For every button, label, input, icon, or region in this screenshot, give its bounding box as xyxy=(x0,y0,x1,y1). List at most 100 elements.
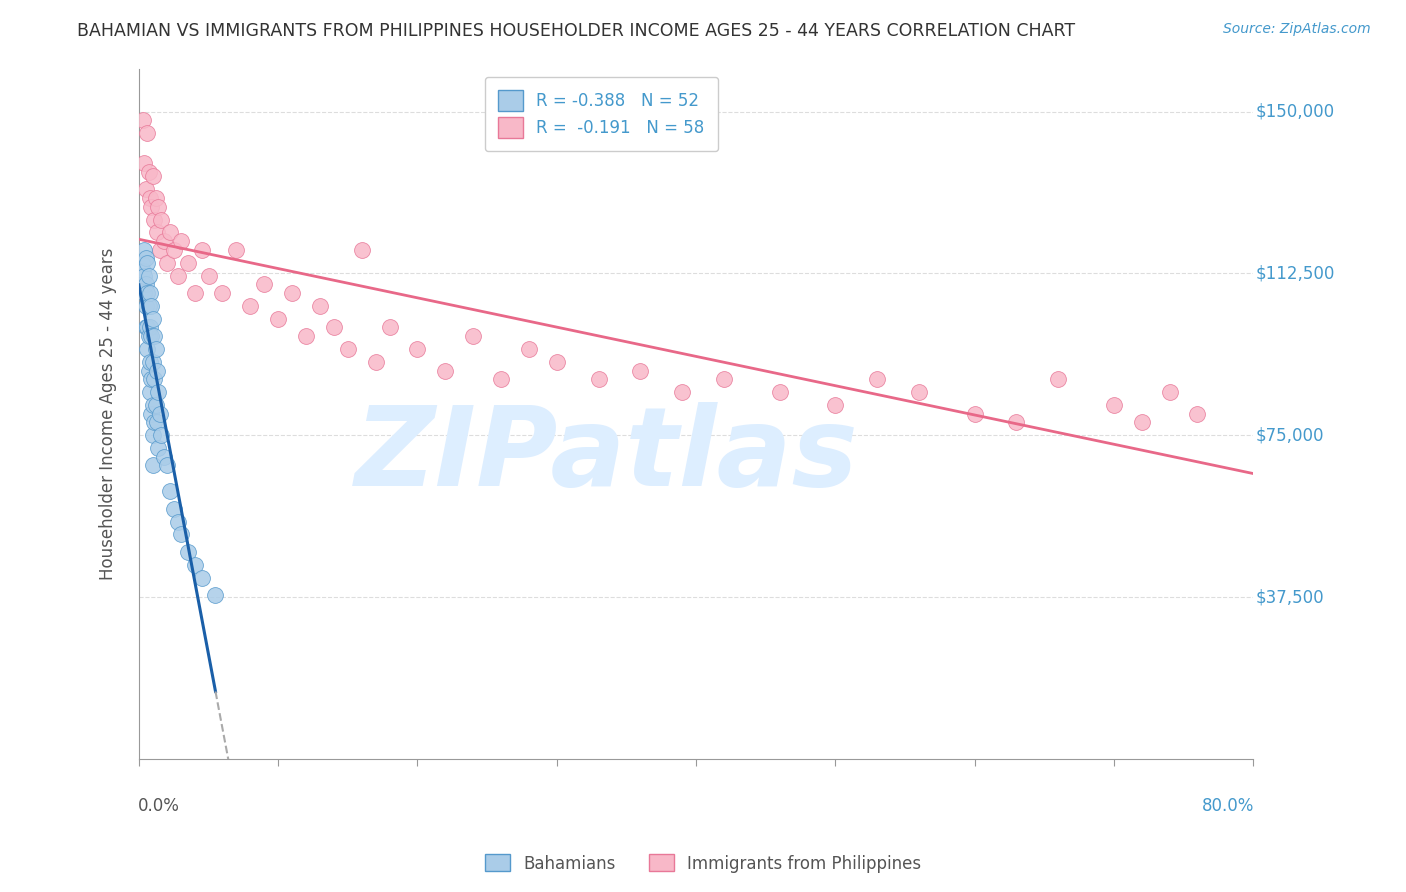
Text: Source: ZipAtlas.com: Source: ZipAtlas.com xyxy=(1223,22,1371,37)
Point xyxy=(211,285,233,300)
Point xyxy=(281,285,304,300)
Point xyxy=(253,277,276,292)
Point xyxy=(135,277,157,292)
Point xyxy=(148,441,170,455)
Point xyxy=(146,226,169,240)
Point xyxy=(295,329,318,343)
Point xyxy=(176,255,198,269)
Text: $150,000: $150,000 xyxy=(1256,103,1334,120)
Point xyxy=(170,527,193,541)
Point xyxy=(156,255,179,269)
Point xyxy=(142,428,165,442)
Point xyxy=(135,252,157,266)
Point xyxy=(239,299,262,313)
Point xyxy=(866,372,889,386)
Point xyxy=(204,588,226,602)
Point xyxy=(141,329,163,343)
Point xyxy=(309,299,332,313)
Point xyxy=(190,571,212,585)
Point xyxy=(1047,372,1070,386)
Point xyxy=(163,501,186,516)
Point xyxy=(163,243,186,257)
Point xyxy=(167,515,190,529)
Point xyxy=(146,363,169,377)
Point xyxy=(148,200,170,214)
Point xyxy=(1005,415,1028,429)
Point xyxy=(141,372,163,386)
Point xyxy=(139,191,162,205)
Point xyxy=(153,234,176,248)
Point xyxy=(768,385,790,400)
Point xyxy=(139,355,162,369)
Point xyxy=(136,342,159,356)
Text: 0.0%: 0.0% xyxy=(138,797,180,814)
Point xyxy=(143,329,166,343)
Point xyxy=(322,320,344,334)
Point xyxy=(134,243,156,257)
Point xyxy=(141,299,163,313)
Point xyxy=(350,243,373,257)
Point xyxy=(135,320,157,334)
Point xyxy=(183,558,205,572)
Point xyxy=(141,200,163,214)
Point xyxy=(141,407,163,421)
Point xyxy=(671,385,693,400)
Text: ZIPatlas: ZIPatlas xyxy=(356,401,859,508)
Point xyxy=(142,398,165,412)
Point xyxy=(145,398,167,412)
Point xyxy=(463,329,485,343)
Point xyxy=(136,255,159,269)
Text: $37,500: $37,500 xyxy=(1256,588,1324,606)
Point xyxy=(142,458,165,473)
Point xyxy=(134,156,156,170)
Point xyxy=(364,355,387,369)
Text: $75,000: $75,000 xyxy=(1256,426,1324,444)
Point xyxy=(1130,415,1153,429)
Point xyxy=(145,342,167,356)
Point xyxy=(146,415,169,429)
Point xyxy=(150,428,173,442)
Point xyxy=(135,182,157,196)
Point xyxy=(167,268,190,283)
Text: 80.0%: 80.0% xyxy=(1202,797,1254,814)
Point xyxy=(142,355,165,369)
Point xyxy=(138,329,160,343)
Legend: Bahamians, Immigrants from Philippines: Bahamians, Immigrants from Philippines xyxy=(478,847,928,880)
Point xyxy=(546,355,568,369)
Point xyxy=(1187,407,1209,421)
Point xyxy=(149,243,172,257)
Point xyxy=(628,363,651,377)
Point xyxy=(139,385,162,400)
Point xyxy=(143,415,166,429)
Point xyxy=(336,342,359,356)
Point xyxy=(131,255,153,269)
Y-axis label: Householder Income Ages 25 - 44 years: Householder Income Ages 25 - 44 years xyxy=(100,247,117,580)
Point xyxy=(225,243,247,257)
Point xyxy=(159,226,181,240)
Point xyxy=(170,234,193,248)
Point xyxy=(1159,385,1181,400)
Point xyxy=(588,372,610,386)
Point xyxy=(406,342,429,356)
Point xyxy=(156,458,179,473)
Point xyxy=(138,165,160,179)
Point xyxy=(142,169,165,184)
Text: BAHAMIAN VS IMMIGRANTS FROM PHILIPPINES HOUSEHOLDER INCOME AGES 25 - 44 YEARS CO: BAHAMIAN VS IMMIGRANTS FROM PHILIPPINES … xyxy=(77,22,1076,40)
Text: $112,500: $112,500 xyxy=(1256,264,1334,283)
Point xyxy=(149,407,172,421)
Legend: R = -0.388   N = 52, R =  -0.191   N = 58: R = -0.388 N = 52, R = -0.191 N = 58 xyxy=(485,77,718,151)
Point xyxy=(139,320,162,334)
Point xyxy=(190,243,212,257)
Point xyxy=(132,113,155,128)
Point xyxy=(713,372,735,386)
Point xyxy=(135,299,157,313)
Point xyxy=(908,385,931,400)
Point xyxy=(138,268,160,283)
Point xyxy=(143,372,166,386)
Point xyxy=(153,450,176,464)
Point xyxy=(963,407,986,421)
Point xyxy=(824,398,846,412)
Point xyxy=(136,285,159,300)
Point xyxy=(132,277,155,292)
Point xyxy=(136,320,159,334)
